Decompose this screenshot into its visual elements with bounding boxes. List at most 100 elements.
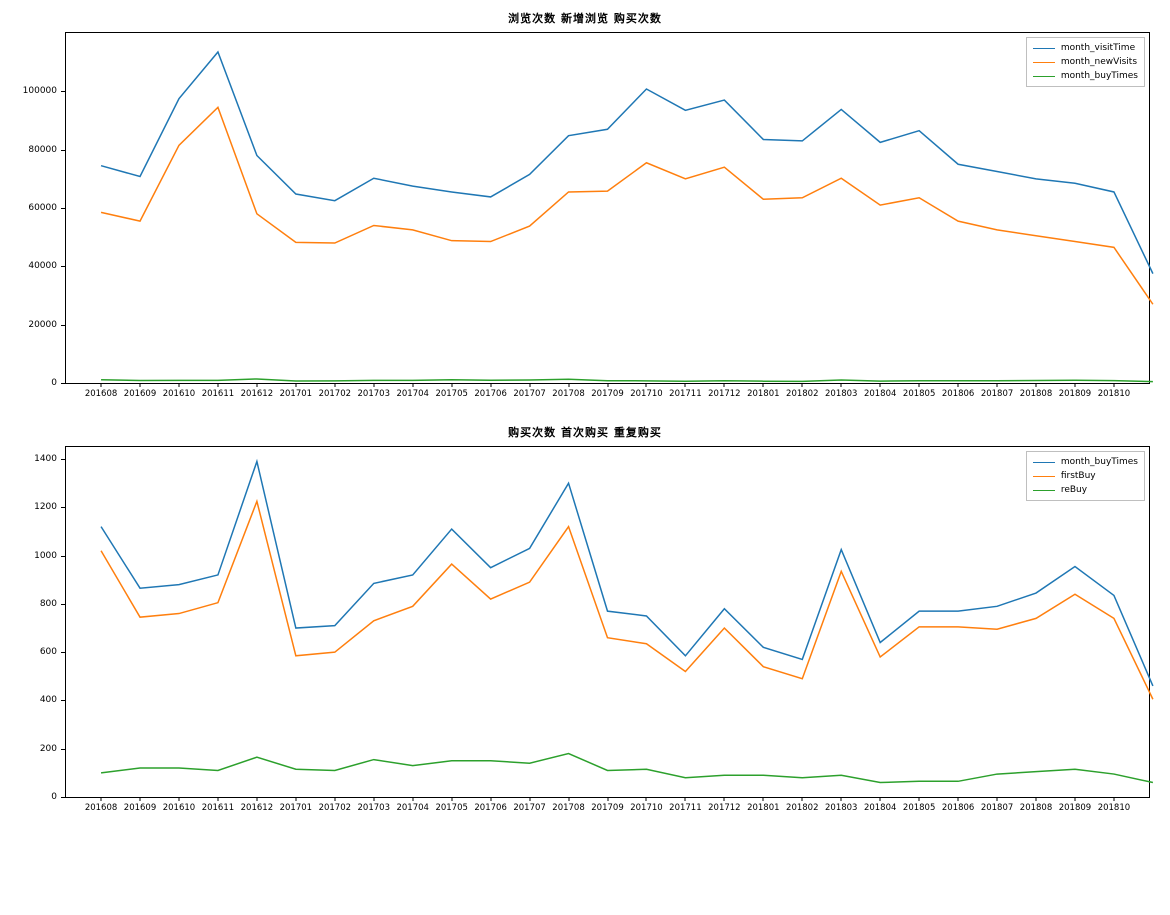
legend-label: month_visitTime — [1061, 41, 1135, 55]
legend-label: month_buyTimes — [1061, 69, 1138, 83]
series-reBuy — [101, 754, 1153, 783]
series-month_buyTimes — [101, 461, 1153, 685]
x-tick-label: 201809 — [1059, 803, 1091, 813]
y-tick-label: 0 — [11, 378, 57, 388]
y-tick-label: 1400 — [11, 454, 57, 464]
x-tick-label: 201801 — [747, 389, 779, 399]
x-tick-label: 201712 — [708, 803, 740, 813]
x-tick-label: 201611 — [202, 389, 234, 399]
legend-item: month_visitTime — [1033, 41, 1138, 55]
x-tick-label: 201611 — [202, 803, 234, 813]
x-tick-label: 201802 — [786, 803, 818, 813]
y-tick-label: 800 — [11, 599, 57, 609]
series-month_newVisits — [101, 107, 1153, 304]
series-firstBuy — [101, 501, 1153, 699]
x-tick-label: 201609 — [124, 389, 156, 399]
x-tick-label: 201707 — [513, 803, 545, 813]
x-tick-label: 201705 — [435, 389, 467, 399]
x-tick-label: 201710 — [630, 803, 662, 813]
legend-item: reBuy — [1033, 483, 1138, 497]
x-tick-label: 201804 — [864, 389, 896, 399]
lines-svg — [66, 33, 1149, 383]
x-tick-label: 201804 — [864, 803, 896, 813]
x-tick-label: 201704 — [396, 389, 428, 399]
legend-swatch — [1033, 476, 1055, 477]
y-tick-label: 200 — [11, 744, 57, 754]
lines-svg — [66, 447, 1149, 797]
x-axis: 201608 201609 201610 201611 201612 201701 2017… — [66, 797, 1149, 821]
x-tick-label: 201712 — [708, 389, 740, 399]
x-tick-label: 201705 — [435, 803, 467, 813]
figure: 浏览次数 新增浏览 购买次数02000040000600008000010000… — [10, 10, 1160, 798]
x-tick-label: 201807 — [981, 389, 1013, 399]
plot-area: 0200004000060000800001000002016082016092… — [65, 32, 1150, 384]
series-month_visitTime — [101, 52, 1153, 274]
x-tick-label: 201803 — [825, 803, 857, 813]
x-tick-label: 201706 — [474, 389, 506, 399]
x-tick-label: 201807 — [981, 803, 1013, 813]
x-tick-label: 201609 — [124, 803, 156, 813]
legend-swatch — [1033, 48, 1055, 49]
legend-label: month_buyTimes — [1061, 455, 1138, 469]
x-tick-label: 201708 — [552, 389, 584, 399]
legend-label: firstBuy — [1061, 469, 1096, 483]
plot-area: 0200400600800100012001400201608201609201… — [65, 446, 1150, 798]
y-tick-label: 40000 — [11, 261, 57, 271]
x-tick-label: 201709 — [591, 389, 623, 399]
x-tick-label: 201808 — [1020, 389, 1052, 399]
y-tick-label: 20000 — [11, 320, 57, 330]
x-tick-label: 201709 — [591, 803, 623, 813]
x-tick-label: 201710 — [630, 389, 662, 399]
x-tick-label: 201706 — [474, 803, 506, 813]
legend-swatch — [1033, 76, 1055, 77]
x-tick-label: 201809 — [1059, 389, 1091, 399]
x-tick-label: 201803 — [825, 389, 857, 399]
x-tick-label: 201701 — [280, 803, 312, 813]
x-tick-label: 201810 — [1098, 803, 1130, 813]
y-tick-label: 1000 — [11, 551, 57, 561]
legend-label: month_newVisits — [1061, 55, 1137, 69]
y-tick-label: 100000 — [11, 86, 57, 96]
legend-item: month_buyTimes — [1033, 455, 1138, 469]
x-tick-label: 201810 — [1098, 389, 1130, 399]
y-tick-label: 600 — [11, 647, 57, 657]
x-tick-label: 201808 — [1020, 803, 1052, 813]
x-tick-label: 201610 — [163, 389, 195, 399]
y-axis: 020000400006000080000100000 — [11, 33, 61, 383]
x-tick-label: 201805 — [903, 803, 935, 813]
x-tick-label: 201711 — [669, 803, 701, 813]
legend-label: reBuy — [1061, 483, 1087, 497]
chart-title: 购买次数 首次购买 重复购买 — [10, 424, 1160, 440]
y-tick-label: 0 — [11, 792, 57, 802]
x-tick-label: 201703 — [358, 389, 390, 399]
x-tick-label: 201805 — [903, 389, 935, 399]
legend-swatch — [1033, 462, 1055, 463]
x-tick-label: 201707 — [513, 389, 545, 399]
legend-item: firstBuy — [1033, 469, 1138, 483]
x-tick-label: 201610 — [163, 803, 195, 813]
legend-swatch — [1033, 62, 1055, 63]
y-axis: 0200400600800100012001400 — [11, 447, 61, 797]
legend: month_visitTimemonth_newVisitsmonth_buyT… — [1026, 37, 1145, 87]
legend-item: month_buyTimes — [1033, 69, 1138, 83]
chart2: 购买次数 首次购买 重复购买 02004006008001000120014002… — [10, 424, 1160, 798]
y-tick-label: 80000 — [11, 145, 57, 155]
x-tick-label: 201612 — [241, 803, 273, 813]
x-tick-label: 201608 — [85, 389, 117, 399]
x-tick-label: 201708 — [552, 803, 584, 813]
x-tick-label: 201608 — [85, 803, 117, 813]
x-tick-label: 201802 — [786, 389, 818, 399]
x-tick-label: 201612 — [241, 389, 273, 399]
chart1: 浏览次数 新增浏览 购买次数02000040000600008000010000… — [10, 10, 1160, 384]
y-tick-label: 60000 — [11, 203, 57, 213]
x-tick-label: 201711 — [669, 389, 701, 399]
x-tick-label: 201704 — [396, 803, 428, 813]
x-tick-label: 201702 — [319, 389, 351, 399]
legend: month_buyTimesfirstBuyreBuy — [1026, 451, 1145, 501]
x-tick-label: 201801 — [747, 803, 779, 813]
x-tick-label: 201806 — [942, 389, 974, 399]
y-tick-label: 400 — [11, 695, 57, 705]
y-tick-label: 1200 — [11, 502, 57, 512]
x-tick-label: 201702 — [319, 803, 351, 813]
x-tick-label: 201701 — [280, 389, 312, 399]
